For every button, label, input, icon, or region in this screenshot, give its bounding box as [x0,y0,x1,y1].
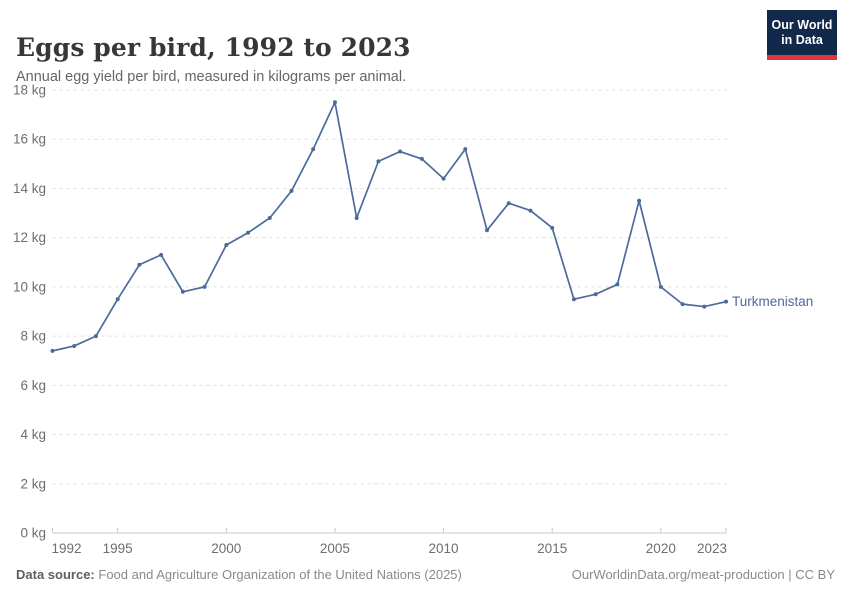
y-tick-label: 16 kg [13,132,46,147]
owid-logo-line1: Our World [771,18,833,32]
data-point[interactable] [615,282,620,287]
data-point[interactable] [93,334,98,339]
data-point[interactable] [441,176,446,181]
data-point[interactable] [267,215,272,220]
y-tick-label: 8 kg [20,329,46,344]
y-axis-labels: 0 kg 2 kg 4 kg 6 kg 8 kg 10 kg 12 kg 14 kg 16 kg… [13,83,46,541]
data-source-label: Data source: [16,567,95,582]
series-end-label[interactable]: Turkmenistan [732,294,813,309]
data-point[interactable] [289,188,294,193]
data-point[interactable] [506,201,511,206]
data-point[interactable] [528,208,533,213]
data-point[interactable] [354,215,359,220]
data-point[interactable] [50,348,55,353]
data-point[interactable] [311,147,316,152]
x-tick-label: 1995 [103,541,133,556]
series-group[interactable]: Turkmenistan [50,100,814,353]
data-point[interactable] [72,343,77,348]
data-point[interactable] [115,297,120,302]
data-point[interactable] [332,100,337,105]
data-point[interactable] [224,243,229,248]
data-point[interactable] [724,299,729,304]
x-tick-label: 2023 [697,541,727,556]
data-source-note: Data source: Food and Agriculture Organi… [16,567,462,582]
page-title: Eggs per bird, 1992 to 2023 [16,32,411,62]
x-axis [52,528,727,534]
data-point[interactable] [376,159,381,164]
owid-logo[interactable]: Our World in Data [767,10,837,60]
y-tick-label: 10 kg [13,279,46,294]
y-tick-label: 18 kg [13,83,46,98]
owid-logo-line2: in Data [781,32,823,47]
y-tick-label: 4 kg [20,427,46,442]
y-tick-label: 2 kg [20,476,46,491]
data-point[interactable] [398,149,403,154]
data-point[interactable] [485,228,490,233]
data-point[interactable] [658,284,663,289]
x-tick-label: 2010 [429,541,459,556]
y-tick-label: 6 kg [20,378,46,393]
x-tick-label: 2005 [320,541,350,556]
data-point[interactable] [202,284,207,289]
data-point[interactable] [180,289,185,294]
credit-link[interactable]: OurWorldinData.org/meat-production | CC … [571,567,835,582]
x-tick-label: 2020 [646,541,676,556]
data-point[interactable] [137,262,142,267]
data-point[interactable] [637,198,642,203]
data-point[interactable] [246,230,251,235]
x-tick-label: 2015 [537,541,567,556]
series-line-turkmenistan[interactable] [51,101,727,352]
data-point[interactable] [571,297,576,302]
data-point[interactable] [680,302,685,307]
page-subtitle: Annual egg yield per bird, measured in k… [16,68,407,85]
gridlines [52,89,728,485]
data-source-text: Food and Agriculture Organization of the… [98,567,462,582]
x-axis-labels: 1992 1995 2000 2005 2010 2015 2020 2023 [52,541,728,556]
data-point[interactable] [419,156,424,161]
chart-footer: Data source: Food and Agriculture Organi… [16,567,835,582]
x-tick-label: 2000 [211,541,241,556]
y-tick-label: 14 kg [13,181,46,196]
x-tick-label: 1992 [52,541,82,556]
data-point[interactable] [550,225,555,230]
data-point[interactable] [593,292,598,297]
data-point[interactable] [159,252,164,257]
data-point[interactable] [463,147,468,152]
y-tick-label: 0 kg [20,526,46,541]
y-tick-label: 12 kg [13,230,46,245]
data-point[interactable] [702,304,707,309]
